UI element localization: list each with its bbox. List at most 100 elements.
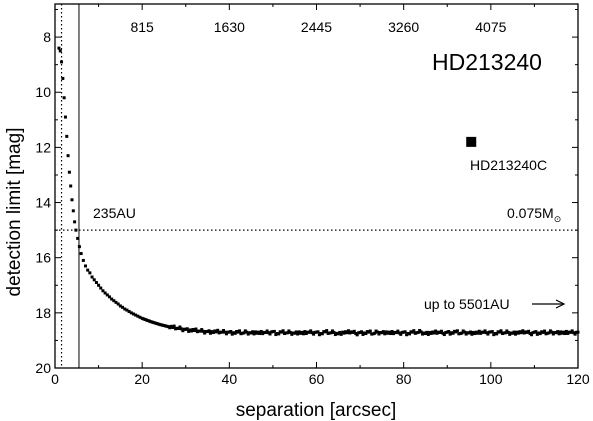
data-point-fill — [470, 332, 474, 336]
data-point — [288, 330, 292, 334]
x-tick-label: 80 — [396, 371, 412, 387]
data-point-fill — [514, 332, 518, 336]
data-point — [136, 314, 140, 318]
data-point-fill — [355, 333, 359, 337]
data-point — [103, 291, 107, 295]
data-point — [69, 184, 73, 188]
chart-title: HD213240 — [432, 49, 542, 75]
x-tick-label: 40 — [222, 371, 238, 387]
data-point — [134, 313, 138, 317]
data-point-fill — [198, 329, 202, 333]
data-point-fill — [503, 331, 507, 335]
data-point — [70, 198, 74, 202]
data-point — [90, 275, 94, 279]
data-point-fill — [396, 329, 400, 333]
data-point — [301, 332, 305, 336]
top-tick-label: 2445 — [301, 19, 332, 35]
data-point-fill — [543, 329, 547, 333]
companion-marker — [466, 136, 477, 147]
x-axis-title: separation [arcsec] — [236, 400, 397, 421]
data-point — [79, 252, 83, 256]
y-tick-label: 14 — [35, 195, 51, 211]
data-point-fill — [434, 329, 438, 333]
data-point-fill — [570, 329, 574, 333]
data-point-fill — [303, 330, 307, 334]
data-point-fill — [364, 332, 368, 336]
data-point — [476, 331, 480, 335]
data-point-fill — [534, 330, 538, 334]
data-point-fill — [339, 332, 343, 336]
data-point-fill — [242, 331, 246, 335]
data-point-fill — [403, 330, 407, 334]
y-tick-labels: 8 10 12 14 16 18 20 — [35, 29, 51, 376]
sun-symbol-icon: ⊙ — [554, 214, 562, 224]
data-point — [58, 49, 62, 53]
data-point-fill — [200, 328, 204, 332]
data-point-fill — [573, 332, 577, 336]
data-point-fill — [325, 329, 329, 333]
data-point-fill — [233, 331, 237, 335]
data-point — [81, 258, 85, 262]
data-point-fill — [412, 329, 416, 333]
data-point-fill — [296, 332, 300, 336]
data-point-fill — [259, 330, 263, 334]
data-point-fill — [521, 329, 525, 333]
data-point — [179, 327, 183, 331]
data-point — [77, 245, 81, 249]
data-point — [123, 307, 127, 311]
data-point-fill — [268, 332, 272, 336]
data-point-fill — [277, 332, 281, 336]
data-point — [74, 228, 78, 232]
data-point — [61, 76, 65, 80]
data-point — [419, 330, 423, 334]
data-point — [97, 283, 101, 287]
data-point-fill — [486, 332, 490, 336]
y-tick-label: 16 — [35, 250, 51, 266]
data-point-fill — [194, 327, 198, 331]
data-point-fill — [216, 328, 220, 332]
data-point — [463, 330, 467, 334]
x-tick-label: 120 — [566, 371, 590, 387]
top-tick-label: 1630 — [214, 19, 245, 35]
data-point — [125, 308, 129, 312]
data-point-fill — [416, 330, 420, 334]
data-point — [99, 286, 103, 290]
y-axis-title: detection limit [mag] — [4, 128, 25, 297]
top-tick-label: 815 — [130, 19, 154, 35]
data-point-fill — [252, 332, 256, 336]
data-point-fill — [477, 329, 481, 333]
data-point-fill — [527, 329, 531, 333]
data-point-fill — [468, 330, 472, 334]
right-arrow-icon — [532, 299, 566, 309]
data-point — [110, 297, 114, 301]
data-point-fill — [238, 329, 242, 333]
x-tick-label: 0 — [51, 371, 59, 387]
data-point — [138, 315, 142, 319]
data-point — [114, 300, 118, 304]
data-point-fill — [373, 331, 377, 335]
data-point-fill — [451, 331, 455, 335]
x-tick-labels: 0 20 40 60 80 100 120 — [51, 371, 590, 387]
data-point-fill — [538, 332, 542, 336]
data-point — [389, 332, 393, 336]
data-point — [201, 329, 205, 333]
data-point-fill — [211, 331, 215, 335]
data-point-fill — [499, 329, 503, 333]
data-point-fill — [512, 330, 516, 334]
data-point — [92, 278, 96, 282]
data-point-fill — [309, 329, 313, 333]
data-point — [66, 154, 70, 158]
data-point-fill — [495, 332, 499, 336]
data-point-fill — [294, 330, 298, 334]
data-point-fill — [222, 328, 226, 332]
data-point-fill — [224, 332, 228, 336]
data-point — [129, 311, 133, 315]
data-point — [112, 299, 116, 303]
data-point — [57, 46, 61, 50]
data-point-fill — [203, 331, 207, 335]
data-point — [84, 264, 88, 268]
data-point — [116, 302, 120, 306]
data-point — [127, 309, 131, 313]
data-points — [57, 46, 580, 337]
data-point — [214, 330, 218, 334]
